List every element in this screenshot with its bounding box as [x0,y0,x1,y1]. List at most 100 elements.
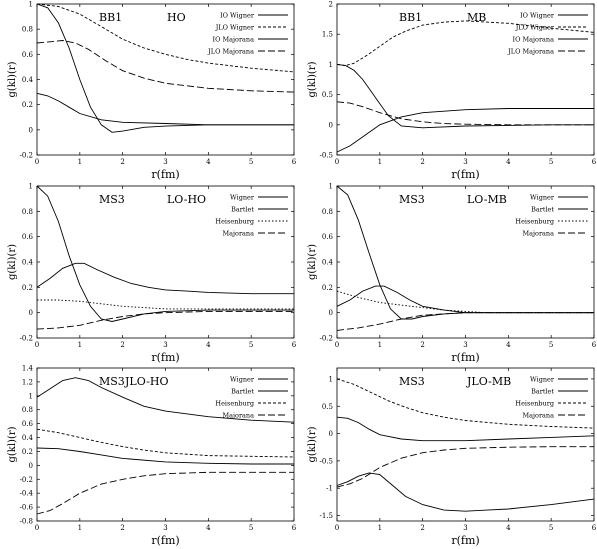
series-line [336,378,595,429]
series-line [36,262,294,295]
y-tick-label: 0.8 [22,208,33,216]
series-line [36,92,294,126]
y-tick-label: 1 [29,183,33,191]
y-tick-label: 0 [329,121,333,129]
series-line [36,310,294,330]
y-axis-label: g(kl)(r) [307,61,318,97]
x-tick-label: 6 [292,158,297,166]
panel-title-right: MB [467,11,486,24]
x-tick-label: 1 [78,524,82,532]
legend-label: JLO Majorana [207,48,254,56]
x-tick-label: 2 [420,341,424,349]
x-tick-label: 3 [163,524,167,532]
y-tick-label: 1.5 [322,31,333,39]
y-tick-label: 0.8 [22,406,33,414]
x-tick-label: 3 [463,341,467,349]
x-tick-label: 2 [120,524,124,532]
series-line [336,63,594,129]
series-line [336,108,594,153]
y-tick-label: 0.4 [22,434,34,442]
y-tick-label: -0.5 [320,457,334,465]
series-line [336,20,595,67]
chart-panel: 0 1 2 3 4 5 6 -0.8 -0.6 -0.4 -0.2 0 0.2 0.4 0.6 0.8 1 1.2… [7,365,297,548]
x-tick-label: 1 [78,341,82,349]
y-tick-label: 0 [29,126,33,134]
y-axis-label: g(kl)(r) [307,244,318,280]
y-tick-label: 0.5 [322,91,333,99]
chart-panel: 0 1 2 3 4 5 6-0.200.20.40.60.81r(fm)g(kl)(r)MS… [307,183,597,365]
x-tick-label: 4 [206,341,211,349]
x-tick-label: 6 [592,341,597,349]
y-tick-label: 0.6 [22,420,34,428]
series-line [336,416,595,442]
panel-title-left: MS3 [399,375,425,388]
x-tick-label: 2 [420,158,424,166]
y-tick-label: -1 [326,485,333,493]
x-tick-label: 0 [35,341,39,349]
x-axis-label: r(fm) [451,168,479,181]
x-tick-label: 3 [163,341,167,349]
plot-frame [36,3,295,156]
legend-label: IO Majorana [213,36,255,44]
series-line [336,446,594,488]
x-axis-label: r(fm) [151,351,179,364]
series-line [336,285,594,314]
y-tick-label: 1 [29,392,33,400]
legend-label: Bartlet [231,388,254,396]
y-tick-label: 0 [29,309,33,317]
series-line [336,101,594,126]
series-line [36,428,295,458]
panel-title-right: JLO-MB [466,375,511,388]
x-tick-label: 3 [463,524,467,532]
panel-title-left: MS3 [399,193,425,206]
x-tick-label: 3 [163,158,167,166]
legend-label: Wigner [530,376,555,384]
y-tick-label: -0.2 [20,152,34,160]
chart-panel: 0 1 2 3 4 5 6-0.200.20.40.60.81r(fm)g(kl)(r)MS… [7,183,297,365]
legend-label: Heisenburg [215,218,254,226]
legend-label: IO Wigner [520,12,555,20]
legend-label: Wigner [230,194,255,202]
legend-label: Heisenburg [215,400,254,408]
x-tick-label: 2 [120,341,124,349]
y-tick-label: 0.4 [22,259,34,267]
y-tick-label: -0.4 [20,490,34,498]
legend-label: Bartlet [531,388,554,396]
plot-frame [36,367,295,522]
legend-label: Majorana [522,412,554,420]
x-tick-label: 0 [335,158,339,166]
x-tick-label: 2 [120,158,124,166]
series-line [336,312,594,331]
x-tick-label: 6 [292,341,297,349]
x-tick-label: 6 [592,524,597,532]
legend-label: Heisenburg [515,400,554,408]
y-axis-label: g(kl)(r) [307,426,318,462]
panel-title-right: LO-HO [167,193,206,206]
plot-frame [36,185,295,339]
legend-label: Bartlet [531,206,554,214]
x-tick-label: 5 [549,158,553,166]
x-tick-label: 5 [249,341,253,349]
legend-label: Bartlet [231,206,254,214]
series-line [336,472,595,512]
series-line [336,185,594,320]
y-tick-label: 1 [29,1,33,9]
x-tick-label: 0 [35,158,39,166]
x-tick-label: 4 [206,524,211,532]
legend-label: Wigner [230,376,255,384]
x-tick-label: 1 [378,524,382,532]
x-axis-label: r(fm) [451,351,479,364]
series-line [36,471,294,515]
y-tick-label: 1 [329,61,333,69]
y-tick-label: 0.6 [322,233,334,241]
x-tick-label: 0 [335,341,339,349]
y-tick-label: 1 [329,375,333,383]
panel-title-left: BB1 [399,11,422,24]
series-line [36,40,295,93]
panel-title-left: MS3 [99,375,125,388]
x-tick-label: 4 [206,158,211,166]
legend-label: JLO Wigner [215,24,255,32]
series-line [336,290,594,314]
y-tick-label: 0.6 [22,233,34,241]
